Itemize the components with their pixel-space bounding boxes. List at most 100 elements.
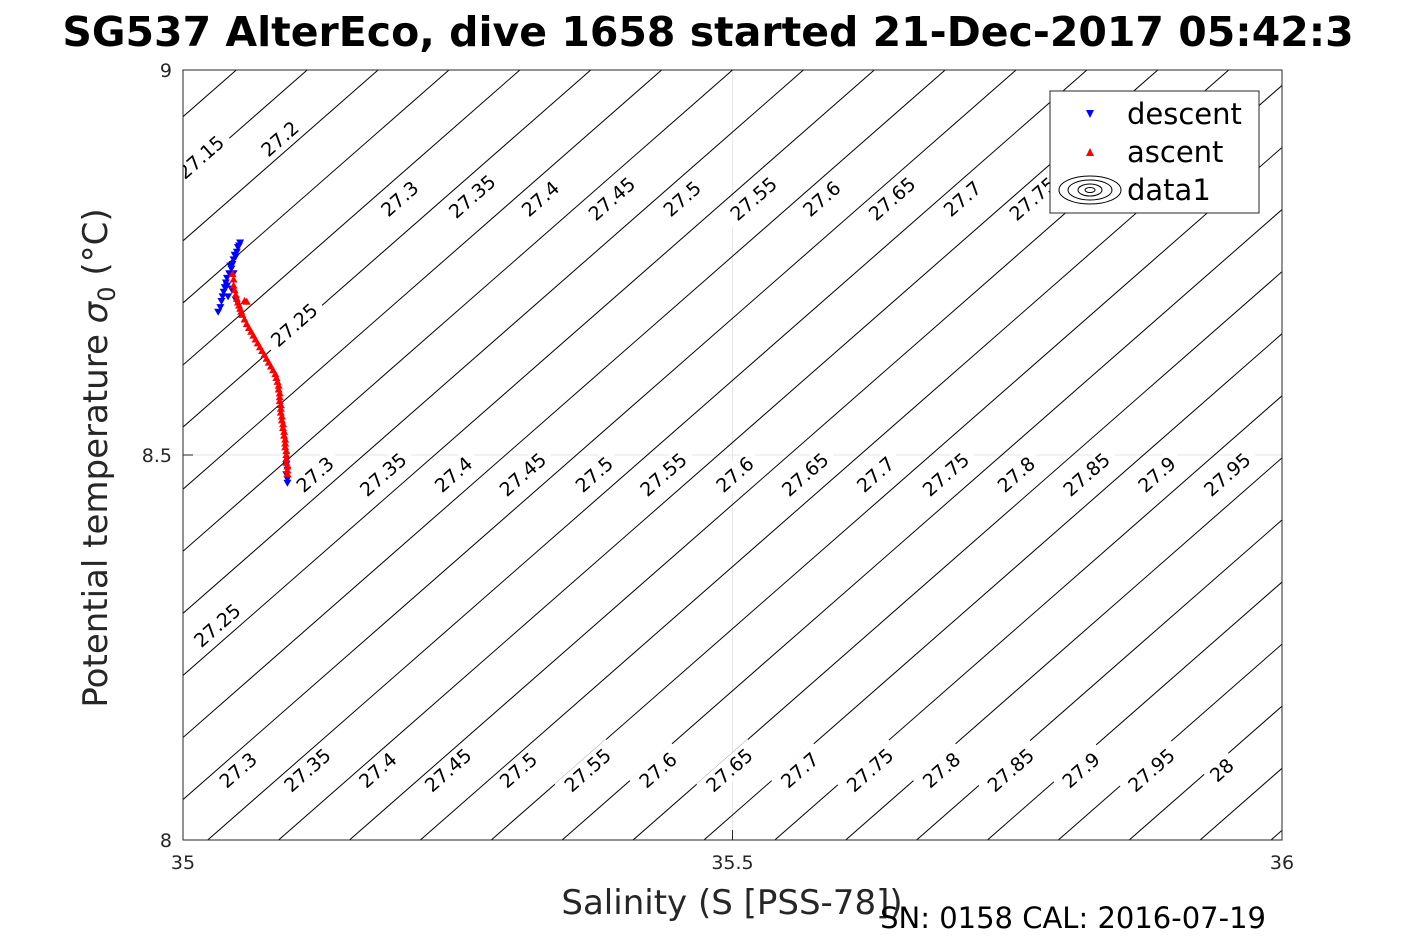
x-tick-label: 36: [1270, 852, 1294, 874]
ascent-point: [231, 290, 240, 298]
contour-label-background: [987, 447, 1045, 501]
contour-label-background: [554, 739, 621, 801]
isopycnal-line: [183, 70, 379, 242]
y-tick-label: 9: [160, 60, 172, 82]
contour-label-background: [1194, 443, 1260, 505]
ascent-point: [280, 427, 289, 435]
isopycnal-line: [183, 70, 592, 428]
isopycnal-line: [183, 70, 521, 366]
contour-label-background: [209, 743, 267, 797]
isopycnal-line: [183, 70, 662, 490]
ascent-point: [274, 385, 283, 393]
isopycnal-line: [183, 70, 450, 304]
contour-label-background: [489, 743, 547, 797]
ascent-point: [275, 389, 284, 397]
contour-label-background: [653, 171, 711, 226]
contour-label-background: [261, 294, 327, 356]
ascent-point: [280, 431, 289, 439]
ascent-point: [229, 275, 238, 283]
contour-label-background: [771, 743, 828, 797]
contour-label-background: [371, 171, 428, 226]
contour-label-background: [439, 165, 505, 227]
contour-label-background: [933, 171, 991, 226]
ascent-point: [242, 297, 251, 305]
isopycnal-line: [183, 70, 804, 614]
contour-label-background: [183, 126, 234, 188]
ascent-point: [230, 286, 239, 294]
legend-label-descent: descent: [1127, 97, 1242, 131]
ascent-point: [277, 412, 286, 420]
ascent-point: [276, 408, 285, 416]
descent-point: [224, 293, 233, 301]
contour-label-background: [706, 447, 764, 501]
legend-label-ascent: ascent: [1127, 135, 1223, 169]
isopycnal-line: [703, 333, 1282, 840]
x-axis-label: Salinity (S [PSS-78]): [561, 883, 902, 923]
isopycnal-line: [561, 208, 1282, 840]
contour-label-background: [859, 167, 925, 230]
contour-label-background: [1128, 447, 1186, 501]
contour-label-background: [847, 447, 904, 501]
contour-label-background: [286, 447, 344, 501]
ascent-point: [283, 462, 292, 470]
legend-contour-icon: [1058, 175, 1122, 205]
descent-point: [216, 304, 225, 312]
isopycnal-line: [987, 581, 1282, 840]
contour-label-background: [837, 739, 903, 801]
y-axis-label-main: Potential temperature: [76, 334, 116, 707]
ascent-point: [276, 404, 285, 412]
contour-label-background: [349, 743, 406, 797]
isopycnal-line: [207, 70, 1088, 840]
isopycnal-line: [278, 70, 1159, 840]
ascent-point: [275, 393, 284, 401]
contour-label-background: [720, 167, 787, 230]
y-axis-label-symbol: σ: [76, 300, 116, 323]
ascent-point: [282, 458, 291, 466]
ascent-point: [281, 443, 290, 451]
descent-point: [283, 479, 292, 487]
descent-point: [222, 282, 231, 290]
contour-label-background: [274, 739, 341, 801]
contour-label-background: [793, 171, 850, 226]
contour-label-background: [912, 743, 970, 797]
isopycnal-line: [774, 395, 1282, 840]
y-axis-label: Potential temperature σ0 (°C): [76, 208, 121, 707]
contour-label-background: [415, 739, 481, 801]
contour-label-background: [1053, 443, 1120, 505]
ascent-point: [276, 400, 285, 408]
ascent-point: [271, 370, 280, 378]
contour-label-background: [999, 167, 1066, 230]
isopycnal-line: [183, 70, 1017, 801]
ascent-point: [274, 381, 283, 389]
descent-point: [219, 288, 228, 296]
contour-label-background: [184, 594, 250, 656]
y-axis-label-unit: (°C): [76, 208, 116, 275]
contour-label-background: [629, 743, 687, 797]
contour-label-background: [977, 739, 1044, 801]
chart-title: SG537 AlterEco, dive 1658 started 21-Dec…: [62, 8, 1353, 56]
svg-text:Potential temperature σ0 (°C): Potential temperature σ0 (°C): [76, 208, 121, 707]
legend-ascent-marker: [1086, 148, 1094, 156]
contour-label-background: [489, 443, 556, 505]
contour-label-background: [912, 443, 979, 505]
ascent-point: [273, 377, 282, 385]
ascent-point: [272, 374, 281, 381]
isopycnal-line: [632, 270, 1282, 840]
isopycnal-line: [916, 519, 1282, 840]
descent-point: [283, 475, 292, 483]
ascent-point: [277, 416, 286, 424]
legend-box: [1049, 90, 1260, 214]
legend-descent-marker: [1086, 110, 1094, 118]
isopycnal-line: [1058, 643, 1282, 840]
isopycnal-line: [183, 70, 875, 677]
calibration-footer: SN: 0158 CAL: 2016-07-19: [880, 901, 1266, 935]
ascent-point: [228, 270, 237, 278]
contour-label-background: [1052, 743, 1110, 797]
descent-point: [235, 242, 244, 250]
ascent-point: [283, 466, 292, 474]
ascent-point: [281, 439, 290, 447]
legend: descent ascent data1: [1049, 90, 1260, 214]
contour-label-background: [565, 447, 623, 501]
isopycnal-line: [1128, 705, 1282, 840]
